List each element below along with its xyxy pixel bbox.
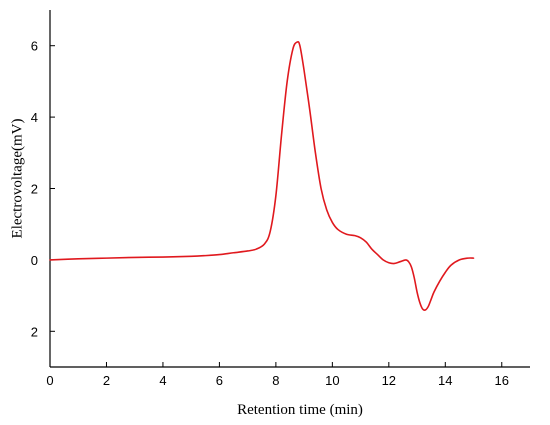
x-tick-label: 8 <box>272 373 279 388</box>
y-tick-label: 4 <box>31 110 38 125</box>
series-line <box>49 40 475 311</box>
x-tick-label: 16 <box>495 373 509 388</box>
y-axis-title: Electrovoltage(mV) <box>9 119 25 239</box>
x-tick-label: 0 <box>46 373 53 388</box>
x-tick-label: 12 <box>382 373 396 388</box>
series-group <box>49 40 475 311</box>
x-tick-label: 4 <box>159 373 166 388</box>
y-axis-ticks: 2 0 2 4 6 <box>31 39 55 339</box>
x-tick-label: 10 <box>325 373 339 388</box>
y-tick-label: 0 <box>31 253 38 268</box>
y-tick-label: 6 <box>31 39 38 54</box>
y-tick-label: 2 <box>31 324 38 339</box>
y-tick-label: 2 <box>31 182 38 197</box>
x-tick-label: 14 <box>438 373 452 388</box>
x-tick-label: 6 <box>216 373 223 388</box>
x-axis-title: Retention time (min) <box>237 402 363 418</box>
x-tick-label: 2 <box>103 373 110 388</box>
plot-area: 0 2 4 6 8 10 12 14 16 2 0 2 4 6 <box>31 10 530 388</box>
x-axis-ticks: 0 2 4 6 8 10 12 14 16 <box>46 362 509 388</box>
